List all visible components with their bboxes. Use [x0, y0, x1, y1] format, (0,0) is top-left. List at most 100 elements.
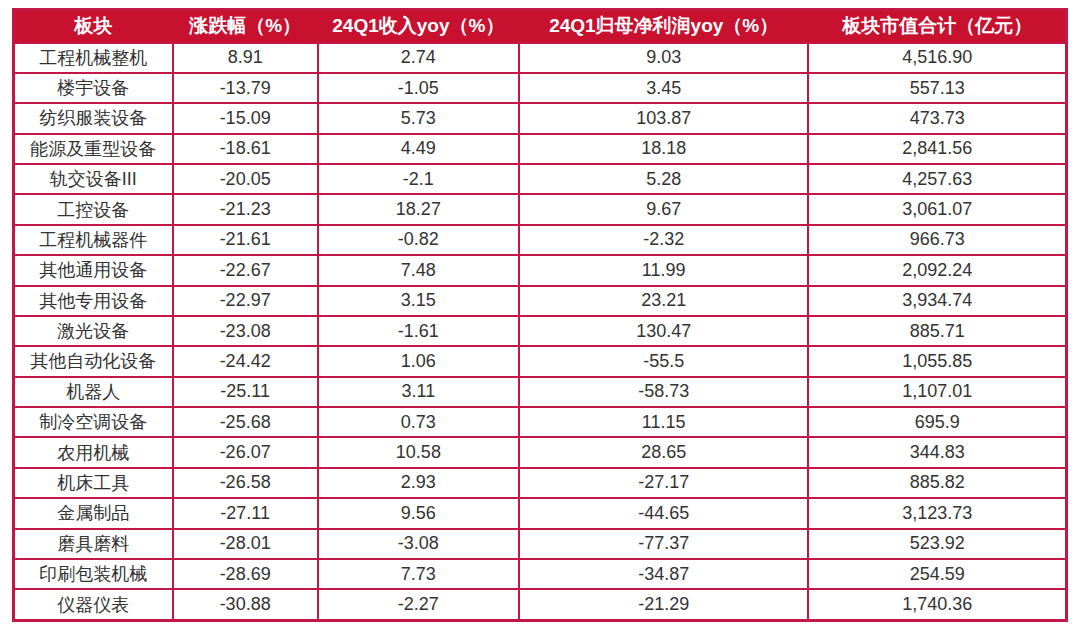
value-cell: 9.03	[519, 43, 809, 73]
column-header-change-pct: 涨跌幅（%）	[173, 10, 318, 43]
value-cell: 1,740.36	[808, 589, 1066, 620]
value-cell: 3,061.07	[808, 194, 1066, 224]
value-cell: -27.17	[519, 468, 809, 498]
value-cell: -26.58	[173, 468, 318, 498]
value-cell: 4,516.90	[808, 43, 1066, 73]
value-cell: 344.83	[808, 437, 1066, 467]
column-header-revenue-yoy: 24Q1收入yoy（%）	[318, 10, 519, 43]
value-cell: -13.79	[173, 73, 318, 103]
table-row: 其他专用设备-22.973.1523.213,934.74	[14, 286, 1067, 316]
sector-cell: 其他通用设备	[14, 255, 173, 285]
value-cell: -2.27	[318, 589, 519, 620]
value-cell: 0.73	[318, 407, 519, 437]
sector-cell: 激光设备	[14, 316, 173, 346]
value-cell: -23.08	[173, 316, 318, 346]
sector-cell: 工控设备	[14, 194, 173, 224]
sector-cell: 金属制品	[14, 498, 173, 528]
table-row: 楼宇设备-13.79-1.053.45557.13	[14, 73, 1067, 103]
value-cell: 1,107.01	[808, 377, 1066, 407]
value-cell: -27.11	[173, 498, 318, 528]
value-cell: 10.58	[318, 437, 519, 467]
value-cell: 7.73	[318, 559, 519, 589]
table-row: 工控设备-21.2318.279.673,061.07	[14, 194, 1067, 224]
sector-cell: 工程机械器件	[14, 225, 173, 255]
value-cell: -77.37	[519, 529, 809, 559]
table-row: 其他自动化设备-24.421.06-55.51,055.85	[14, 346, 1067, 376]
table-row: 仪器仪表-30.88-2.27-21.291,740.36	[14, 589, 1067, 620]
value-cell: 473.73	[808, 103, 1066, 133]
sector-cell: 印刷包装机械	[14, 559, 173, 589]
value-cell: -1.61	[318, 316, 519, 346]
value-cell: 18.27	[318, 194, 519, 224]
value-cell: -22.97	[173, 286, 318, 316]
sector-cell: 纺织服装设备	[14, 103, 173, 133]
value-cell: 695.9	[808, 407, 1066, 437]
value-cell: -25.68	[173, 407, 318, 437]
value-cell: -44.65	[519, 498, 809, 528]
table-row: 工程机械器件-21.61-0.82-2.32966.73	[14, 225, 1067, 255]
sector-cell: 能源及重型设备	[14, 134, 173, 164]
table-row: 纺织服装设备-15.095.73103.87473.73	[14, 103, 1067, 133]
column-header-netprofit-yoy: 24Q1归母净利润yoy（%）	[519, 10, 809, 43]
column-header-marketcap: 板块市值合计（亿元）	[808, 10, 1066, 43]
value-cell: -25.11	[173, 377, 318, 407]
value-cell: -18.61	[173, 134, 318, 164]
value-cell: -24.42	[173, 346, 318, 376]
sector-cell: 机器人	[14, 377, 173, 407]
value-cell: 885.71	[808, 316, 1066, 346]
value-cell: -15.09	[173, 103, 318, 133]
value-cell: 103.87	[519, 103, 809, 133]
table-row: 工程机械整机8.912.749.034,516.90	[14, 43, 1067, 73]
table-row: 农用机械-26.0710.5828.65344.83	[14, 437, 1067, 467]
value-cell: 3,934.74	[808, 286, 1066, 316]
sector-cell: 磨具磨料	[14, 529, 173, 559]
value-cell: 1.06	[318, 346, 519, 376]
table-row: 制冷空调设备-25.680.7311.15695.9	[14, 407, 1067, 437]
value-cell: 885.82	[808, 468, 1066, 498]
sector-cell: 其他自动化设备	[14, 346, 173, 376]
sector-cell: 农用机械	[14, 437, 173, 467]
value-cell: -22.67	[173, 255, 318, 285]
table-row: 磨具磨料-28.01-3.08-77.37523.92	[14, 529, 1067, 559]
value-cell: 2.93	[318, 468, 519, 498]
value-cell: 18.18	[519, 134, 809, 164]
column-header-sector: 板块	[14, 10, 173, 43]
value-cell: 7.48	[318, 255, 519, 285]
value-cell: -21.61	[173, 225, 318, 255]
sector-cell: 其他专用设备	[14, 286, 173, 316]
sector-cell: 楼宇设备	[14, 73, 173, 103]
table-row: 金属制品-27.119.56-44.653,123.73	[14, 498, 1067, 528]
value-cell: 523.92	[808, 529, 1066, 559]
sector-cell: 仪器仪表	[14, 589, 173, 620]
sector-cell: 机床工具	[14, 468, 173, 498]
value-cell: 557.13	[808, 73, 1066, 103]
value-cell: 2,092.24	[808, 255, 1066, 285]
value-cell: -1.05	[318, 73, 519, 103]
value-cell: 2.74	[318, 43, 519, 73]
table-row: 其他通用设备-22.677.4811.992,092.24	[14, 255, 1067, 285]
value-cell: 966.73	[808, 225, 1066, 255]
value-cell: 5.28	[519, 164, 809, 194]
sector-cell: 制冷空调设备	[14, 407, 173, 437]
value-cell: -58.73	[519, 377, 809, 407]
sector-performance-table-wrap: 板块 涨跌幅（%） 24Q1收入yoy（%） 24Q1归母净利润yoy（%） 板…	[12, 8, 1068, 622]
value-cell: -21.23	[173, 194, 318, 224]
sector-performance-table: 板块 涨跌幅（%） 24Q1收入yoy（%） 24Q1归母净利润yoy（%） 板…	[12, 8, 1068, 622]
sector-cell: 工程机械整机	[14, 43, 173, 73]
value-cell: 28.65	[519, 437, 809, 467]
value-cell: 1,055.85	[808, 346, 1066, 376]
value-cell: 4,257.63	[808, 164, 1066, 194]
table-row: 机床工具-26.582.93-27.17885.82	[14, 468, 1067, 498]
value-cell: -21.29	[519, 589, 809, 620]
table-row: 印刷包装机械-28.697.73-34.87254.59	[14, 559, 1067, 589]
value-cell: 254.59	[808, 559, 1066, 589]
value-cell: -34.87	[519, 559, 809, 589]
sector-cell: 轨交设备III	[14, 164, 173, 194]
value-cell: -3.08	[318, 529, 519, 559]
value-cell: 4.49	[318, 134, 519, 164]
value-cell: 2,841.56	[808, 134, 1066, 164]
table-row: 机器人-25.113.11-58.731,107.01	[14, 377, 1067, 407]
value-cell: -55.5	[519, 346, 809, 376]
value-cell: 23.21	[519, 286, 809, 316]
value-cell: 11.99	[519, 255, 809, 285]
